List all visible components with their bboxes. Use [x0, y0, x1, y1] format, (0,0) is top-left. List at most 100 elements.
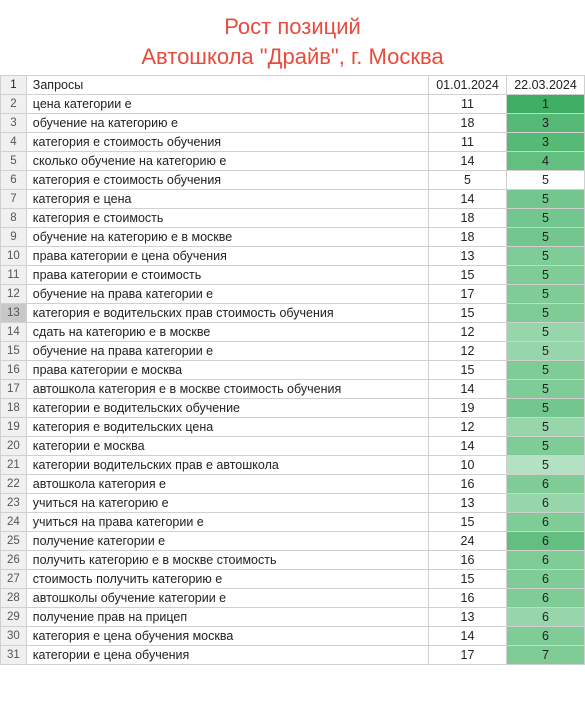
table-row: 27стоимость получить категорию е156 — [1, 570, 585, 589]
row-number: 19 — [1, 418, 27, 437]
table-row: 29получение прав на прицеп136 — [1, 608, 585, 627]
row-number: 28 — [1, 589, 27, 608]
table-row: 15обучение на права категории е125 — [1, 342, 585, 361]
positions-table: 1 Запросы 01.01.2024 22.03.2024 2цена ка… — [0, 75, 585, 665]
value-date2: 5 — [507, 304, 585, 323]
query-cell: обучение на категорию е в москве — [26, 228, 428, 247]
query-cell: категории е москва — [26, 437, 428, 456]
row-number: 24 — [1, 513, 27, 532]
table-row: 23учиться на категорию е136 — [1, 494, 585, 513]
value-date1: 12 — [429, 323, 507, 342]
row-number: 6 — [1, 171, 27, 190]
row-number: 4 — [1, 133, 27, 152]
row-number: 31 — [1, 646, 27, 665]
value-date1: 18 — [429, 228, 507, 247]
value-date2: 6 — [507, 570, 585, 589]
value-date2: 5 — [507, 342, 585, 361]
value-date2: 1 — [507, 95, 585, 114]
query-cell: получение категории е — [26, 532, 428, 551]
query-cell: категория е водительских цена — [26, 418, 428, 437]
value-date2: 6 — [507, 532, 585, 551]
value-date2: 6 — [507, 608, 585, 627]
row-number: 29 — [1, 608, 27, 627]
row-number: 10 — [1, 247, 27, 266]
value-date1: 11 — [429, 95, 507, 114]
query-cell: категории е водительских обучение — [26, 399, 428, 418]
table-row: 13категория е водительских прав стоимост… — [1, 304, 585, 323]
value-date1: 17 — [429, 285, 507, 304]
row-number: 27 — [1, 570, 27, 589]
value-date1: 16 — [429, 551, 507, 570]
row-number: 7 — [1, 190, 27, 209]
query-cell: автошколы обучение категории е — [26, 589, 428, 608]
value-date2: 5 — [507, 209, 585, 228]
table-row: 3обучение на категорию е183 — [1, 114, 585, 133]
table-row: 11права категории е стоимость155 — [1, 266, 585, 285]
row-number: 11 — [1, 266, 27, 285]
value-date1: 24 — [429, 532, 507, 551]
query-cell: категория е водительских прав стоимость … — [26, 304, 428, 323]
value-date1: 12 — [429, 418, 507, 437]
query-cell: категория е цена обучения москва — [26, 627, 428, 646]
value-date2: 5 — [507, 228, 585, 247]
table-row: 5сколько обучение на категорию е144 — [1, 152, 585, 171]
table-row: 28автошколы обучение категории е166 — [1, 589, 585, 608]
value-date2: 6 — [507, 513, 585, 532]
value-date2: 5 — [507, 361, 585, 380]
value-date2: 5 — [507, 247, 585, 266]
title-line-1: Рост позиций — [224, 14, 361, 39]
query-cell: получить категорию е в москве стоимость — [26, 551, 428, 570]
header-date1: 01.01.2024 — [429, 76, 507, 95]
row-number: 20 — [1, 437, 27, 456]
table-row: 9обучение на категорию е в москве185 — [1, 228, 585, 247]
header-row-number: 1 — [1, 76, 27, 95]
row-number: 15 — [1, 342, 27, 361]
table-row: 24учиться на права категории е156 — [1, 513, 585, 532]
table-row: 8категория е стоимость185 — [1, 209, 585, 228]
query-cell: сдать на категорию е в москве — [26, 323, 428, 342]
value-date1: 16 — [429, 589, 507, 608]
query-cell: автошкола категория е — [26, 475, 428, 494]
table-row: 22автошкола категория е166 — [1, 475, 585, 494]
value-date2: 3 — [507, 114, 585, 133]
value-date2: 5 — [507, 266, 585, 285]
table-row: 25получение категории е246 — [1, 532, 585, 551]
query-cell: получение прав на прицеп — [26, 608, 428, 627]
value-date2: 6 — [507, 589, 585, 608]
row-number: 5 — [1, 152, 27, 171]
query-cell: цена категории е — [26, 95, 428, 114]
row-number: 17 — [1, 380, 27, 399]
row-number: 3 — [1, 114, 27, 133]
row-number: 26 — [1, 551, 27, 570]
table-row: 20категории е москва145 — [1, 437, 585, 456]
table-row: 16права категории е москва155 — [1, 361, 585, 380]
query-cell: категория е стоимость — [26, 209, 428, 228]
query-cell: права категории е цена обучения — [26, 247, 428, 266]
row-number: 14 — [1, 323, 27, 342]
value-date2: 6 — [507, 494, 585, 513]
table-row: 21категории водительских прав е автошкол… — [1, 456, 585, 475]
table-row: 31категории е цена обучения177 — [1, 646, 585, 665]
query-cell: обучение на категорию е — [26, 114, 428, 133]
table-row: 17автошкола категория е в москве стоимос… — [1, 380, 585, 399]
value-date1: 13 — [429, 608, 507, 627]
query-cell: категории водительских прав е автошкола — [26, 456, 428, 475]
page-title: Рост позиций Автошкола "Драйв", г. Москв… — [0, 0, 585, 75]
value-date2: 5 — [507, 380, 585, 399]
query-cell: учиться на права категории е — [26, 513, 428, 532]
row-number: 12 — [1, 285, 27, 304]
value-date2: 5 — [507, 323, 585, 342]
value-date1: 14 — [429, 190, 507, 209]
table-row: 19категория е водительских цена125 — [1, 418, 585, 437]
value-date2: 4 — [507, 152, 585, 171]
value-date2: 5 — [507, 399, 585, 418]
value-date1: 15 — [429, 304, 507, 323]
row-number: 25 — [1, 532, 27, 551]
row-number: 22 — [1, 475, 27, 494]
query-cell: права категории е стоимость — [26, 266, 428, 285]
value-date1: 16 — [429, 475, 507, 494]
value-date2: 5 — [507, 285, 585, 304]
value-date1: 15 — [429, 361, 507, 380]
value-date2: 5 — [507, 418, 585, 437]
row-number: 23 — [1, 494, 27, 513]
